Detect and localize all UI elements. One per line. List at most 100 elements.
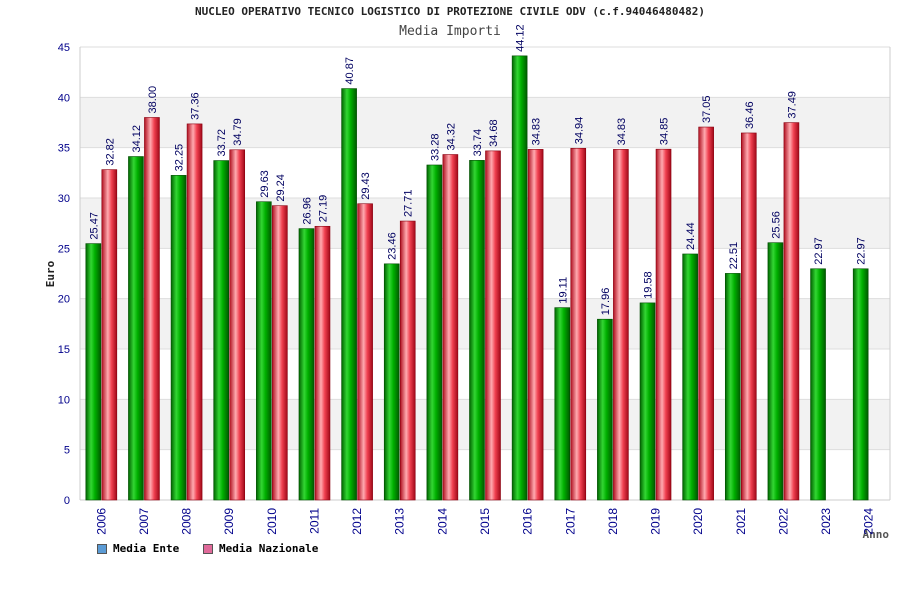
data-label: 26.96 [301, 197, 313, 225]
bar-media-ente [511, 55, 528, 501]
data-label: 34.79 [232, 118, 244, 146]
data-label: 34.83 [616, 118, 628, 146]
bar-media-nazionale [527, 149, 544, 501]
data-label: 27.19 [317, 195, 329, 223]
x-tick-label: 2013 [393, 508, 407, 535]
bar-media-nazionale [101, 169, 118, 501]
x-tick-label: 2020 [691, 508, 705, 535]
x-tick-label: 2021 [734, 508, 748, 535]
legend-swatch-media-ente [97, 543, 107, 554]
y-tick-label: 45 [58, 42, 70, 54]
bar-media-nazionale [655, 148, 672, 501]
bar-media-nazionale [570, 147, 587, 501]
data-label: 44.12 [515, 24, 527, 52]
bar-media-ente [128, 156, 144, 501]
data-label: 27.71 [403, 190, 415, 218]
data-label: 33.74 [472, 129, 484, 157]
legend-label-media-ente: Media Ente [113, 542, 180, 555]
bar-media-ente [767, 242, 784, 501]
data-label: 29.43 [360, 172, 372, 200]
bar-media-ente [426, 164, 443, 501]
x-axis-title: Anno [863, 528, 890, 541]
x-tick-label: 2008 [180, 508, 194, 535]
x-tick-label: 2011 [307, 508, 321, 534]
data-label: 33.72 [216, 129, 228, 157]
data-label: 34.85 [659, 118, 671, 146]
data-label: 25.47 [88, 212, 100, 240]
data-label: 32.82 [104, 138, 116, 166]
x-tick-label: 2014 [435, 508, 449, 535]
data-label: 32.25 [174, 144, 186, 172]
bar-media-ente [469, 160, 485, 501]
x-tick-label: 2024 [862, 508, 876, 535]
bar-media-ente [383, 263, 400, 501]
data-label: 17.96 [600, 288, 612, 316]
bar-media-ente [85, 243, 102, 501]
bar-media-ente [639, 302, 656, 501]
y-tick-label: 5 [64, 445, 70, 457]
data-label: 23.46 [387, 232, 399, 260]
data-label: 19.11 [557, 277, 569, 304]
bar-media-nazionale [442, 154, 459, 501]
bar-media-ente [810, 268, 826, 501]
data-label: 40.87 [344, 57, 356, 85]
data-label: 34.32 [445, 123, 457, 151]
y-tick-label: 20 [58, 294, 70, 306]
bar-media-ente [256, 201, 272, 501]
y-tick-label: 35 [58, 143, 70, 155]
data-label: 33.28 [429, 133, 441, 161]
legend-item-media-nazionale: Media Nazionale [203, 542, 318, 555]
bar-media-nazionale [314, 225, 331, 501]
x-tick-label: 2007 [137, 508, 151, 535]
data-label: 37.36 [190, 92, 202, 120]
bar-media-nazionale [144, 117, 160, 501]
legend-item-media-ente: Media Ente [97, 542, 179, 555]
bar-media-nazionale [740, 132, 757, 501]
bar-media-nazionale [613, 149, 629, 501]
x-tick-label: 2017 [563, 508, 577, 535]
bar-media-ente [724, 273, 741, 501]
bar-media-ente [554, 307, 571, 501]
y-tick-label: 25 [58, 243, 70, 255]
data-label: 22.51 [728, 242, 740, 270]
legend-swatch-media-nazionale [203, 543, 213, 554]
chart-title: NUCLEO OPERATIVO TECNICO LOGISTICO DI PR… [195, 5, 705, 18]
bar-media-ente [341, 88, 357, 501]
x-tick-label: 2012 [350, 508, 364, 535]
data-label: 22.97 [856, 237, 868, 265]
x-tick-label: 2019 [649, 508, 663, 535]
data-label: 25.56 [770, 211, 782, 239]
bar-media-nazionale [485, 150, 501, 501]
y-axis-title: Euro [44, 260, 57, 287]
data-label: 19.58 [643, 271, 655, 299]
bar-media-nazionale [272, 205, 288, 501]
x-tick-label: 2023 [819, 508, 833, 535]
data-label: 22.97 [813, 237, 825, 265]
bar-media-nazionale [698, 126, 714, 501]
y-tick-label: 0 [64, 495, 70, 507]
x-tick-label: 2018 [606, 508, 620, 535]
x-tick-label: 2010 [265, 508, 279, 535]
bar-media-nazionale [783, 122, 800, 501]
data-label: 29.63 [259, 170, 271, 198]
x-tick-label: 2006 [94, 508, 108, 535]
data-label: 34.12 [131, 125, 143, 153]
data-label: 24.44 [685, 222, 697, 250]
x-tick-label: 2022 [776, 508, 790, 535]
data-label: 38.00 [147, 86, 159, 114]
legend-label-media-nazionale: Media Nazionale [219, 542, 319, 555]
bar-media-nazionale [186, 123, 203, 501]
y-tick-label: 10 [58, 394, 70, 406]
bar-media-ente [213, 160, 230, 501]
data-label: 37.05 [701, 95, 713, 123]
x-tick-label: 2009 [222, 508, 236, 535]
bar-media-ente [298, 228, 315, 501]
x-tick-label: 2016 [521, 508, 535, 535]
y-tick-label: 15 [58, 344, 70, 356]
data-label: 34.83 [531, 118, 543, 146]
bar-media-ente [682, 253, 698, 501]
y-tick-label: 40 [58, 92, 70, 104]
x-tick-label: 2015 [478, 508, 492, 535]
y-tick-label: 30 [58, 193, 70, 205]
